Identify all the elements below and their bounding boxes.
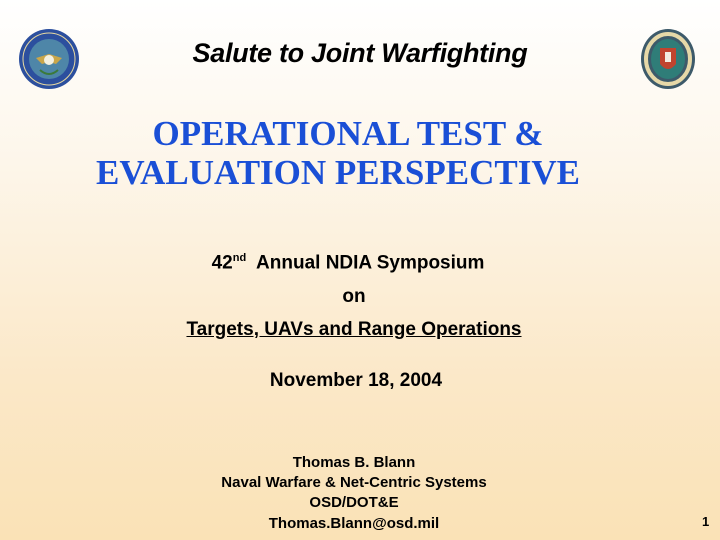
author-division: Naval Warfare & Net-Centric Systems — [221, 474, 487, 491]
symposium-topic: Targets, UAVs and Range Operations — [186, 319, 522, 340]
title-line-2: EVALUATION PERSPECTIVE — [96, 153, 580, 192]
author-office: OSD/DOT&E — [309, 494, 399, 511]
slide-subtitle: Salute to Joint Warfighting — [192, 38, 528, 68]
on-text: on — [342, 286, 366, 307]
event-date: November 18, 2004 — [269, 370, 443, 391]
ordinal-suffix: nd — [232, 252, 247, 264]
symposium-name: Annual NDIA Symposium — [256, 252, 485, 274]
title-line-1: OPERATIONAL TEST & — [152, 114, 544, 153]
department-of-defense-seal-icon — [19, 29, 79, 89]
dote-director-seal-icon — [641, 29, 695, 89]
page-number: 1 — [702, 514, 710, 529]
author-name: Thomas B. Blann — [292, 454, 416, 471]
author-email: Thomas.Blann@osd.mil — [268, 515, 440, 532]
symposium-line: 42nd Annual NDIA Symposium — [0, 252, 708, 274]
ordinal-number: 42 — [211, 252, 233, 274]
